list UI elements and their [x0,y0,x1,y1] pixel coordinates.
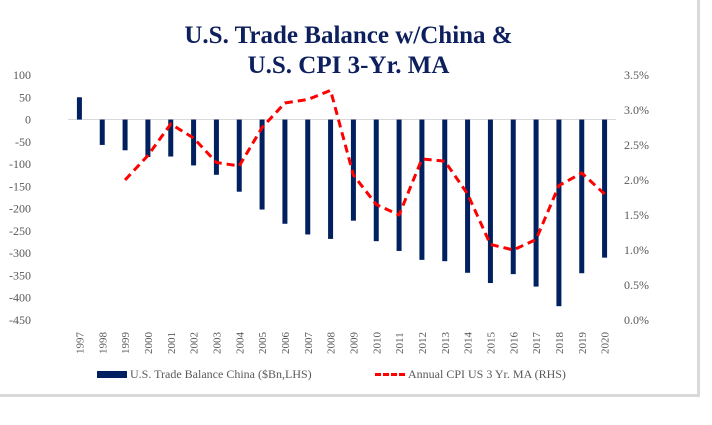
x-axis-tick-label: 2001 [166,332,178,354]
left-axis-tick-label: 0 [25,113,31,127]
trade-balance-bar [510,119,516,275]
trade-balance-bar [579,119,585,274]
x-axis-tick-label: 2008 [326,332,338,355]
x-axis-tick-label: 2005 [257,332,269,355]
left-axis-tick-label: -250 [9,224,31,238]
left-axis-tick-label: -50 [15,135,31,149]
left-axis-tick-label: -450 [9,313,31,327]
legend-item-cpi: Annual CPI US 3 Yr. MA (RHS) [375,367,566,382]
legend-bar-swatch [97,371,127,378]
trade-balance-bar [442,119,448,262]
right-axis-tick-label: 2.5% [624,138,649,152]
left-axis-tick-label: -400 [9,291,31,305]
chart-title-line-2: U.S. CPI 3-Yr. MA [247,52,450,79]
x-axis-tick-label: 2010 [371,332,383,355]
chart-title-line-1: U.S. Trade Balance w/China & [184,22,513,49]
left-axis-tick-label: 100 [13,68,31,82]
x-axis-tick-label: 2017 [531,332,543,355]
left-axis-tick-label: -300 [9,246,31,260]
x-axis-tick-label: 2018 [554,332,566,355]
trade-balance-bar [236,119,242,192]
cpi-line [123,88,606,252]
x-axis-tick-label: 2016 [508,332,520,355]
trade-balance-bar [168,119,174,157]
x-axis-tick-label: 2019 [577,332,589,355]
trade-balance-bar [145,119,151,157]
x-axis-tick-label: 2020 [600,332,612,355]
x-axis-tick-label: 2014 [463,332,475,355]
right-axis-tick-label: 1.0% [624,243,649,257]
trade-balance-bar [465,119,471,273]
trade-balance-bar [99,119,105,145]
x-axis-tick-label: 2012 [417,332,429,354]
right-axis-tick-label: 1.5% [624,208,649,222]
right-axis-tick-label: 3.5% [624,68,649,82]
x-axis-tick-label: 2002 [189,332,201,354]
x-axis-tick-label: 2011 [394,332,406,354]
legend-line-swatch [375,373,405,376]
x-axis-tick-label: 2015 [485,332,497,354]
trade-balance-bar [282,119,288,224]
legend-item-trade-balance: U.S. Trade Balance China ($Bn,LHS) [97,367,312,382]
x-axis-tick-label: 2009 [348,332,360,355]
x-axis-tick-label: 2007 [303,332,315,355]
left-axis-tick-label: -100 [9,157,31,171]
x-axis-tick-label: 2000 [143,332,155,355]
trade-balance-bar [259,119,265,210]
x-axis-tick-label: 2004 [234,332,246,355]
trade-balance-bar [305,119,311,235]
x-axis-tick-label: 2003 [211,332,223,355]
legend-label-trade-balance: U.S. Trade Balance China ($Bn,LHS) [130,367,312,381]
trade-balance-bar [396,119,402,251]
right-axis-tick-label: 2.0% [624,173,649,187]
left-axis-tick-label: 50 [19,90,31,104]
trade-balance-bar [373,119,379,242]
trade-balance-bar [556,119,562,307]
x-axis-tick-label: 2013 [440,332,452,355]
trade-balance-bar [122,119,128,151]
left-axis-tick-label: -150 [9,179,31,193]
x-axis-tick-label: 2006 [280,332,292,355]
right-axis-tick-label: 3.0% [624,103,649,117]
trade-balance-bar [328,119,334,239]
trade-balance-bar [76,97,82,120]
x-axis-tick-label: 1998 [97,332,109,355]
trade-balance-bar [419,119,425,260]
x-axis-tick-label: 1997 [74,332,86,355]
trade-balance-bar [533,119,539,287]
trade-balance-bar [191,119,197,166]
chart-card: U.S. Trade Balance w/China & U.S. CPI 3-… [0,0,700,397]
legend-label-cpi: Annual CPI US 3 Yr. MA (RHS) [408,367,566,381]
trade-balance-bar [487,119,493,284]
left-axis-tick-label: -200 [9,202,31,216]
right-axis-tick-label: 0.0% [624,313,649,327]
right-axis-tick-label: 0.5% [624,278,649,292]
left-axis-tick-label: -350 [9,268,31,282]
trade-balance-bar [213,119,219,175]
trade-balance-bar [602,119,608,258]
x-axis-tick-label: 1999 [120,332,132,355]
